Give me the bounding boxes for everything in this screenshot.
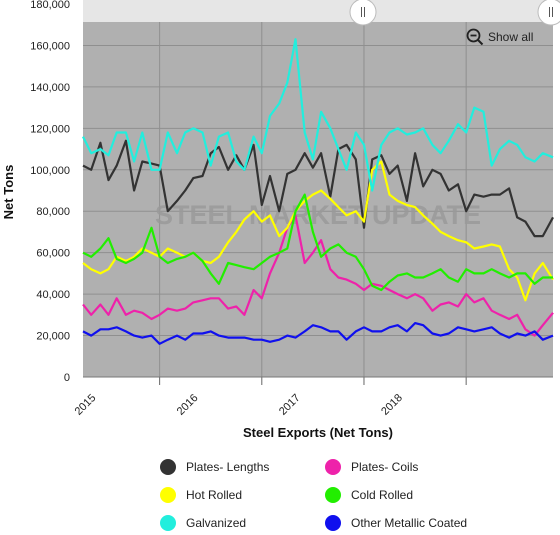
- show-all-label: Show all: [488, 30, 534, 44]
- series-line-3: [82, 193, 553, 292]
- y-tick-label: 160,000: [30, 40, 70, 52]
- watermark-text: STEEL MARKET UPDATE: [155, 200, 481, 230]
- legend-label: Plates- Lengths: [186, 460, 270, 474]
- watermark: STEEL MARKET UPDATE: [155, 200, 481, 230]
- x-axis-label: Steel Exports (Net Tons): [243, 425, 393, 440]
- legend-label: Cold Rolled: [351, 488, 414, 502]
- legend-item[interactable]: Cold Rolled: [325, 485, 413, 505]
- navigator-handle-left[interactable]: [349, 0, 377, 26]
- show-all-button[interactable]: Show all: [466, 28, 533, 46]
- series-line-5: [82, 322, 554, 345]
- plot-area: [83, 4, 553, 377]
- x-axis-ticks: 2015 2016 2017 2018: [73, 377, 467, 418]
- y-tick-label: 140,000: [30, 82, 70, 94]
- range-navigator[interactable]: [83, 0, 560, 26]
- y-tick-label: 0: [64, 372, 70, 384]
- series-line-4: [82, 38, 554, 192]
- legend-label: Other Metallic Coated: [351, 516, 468, 530]
- legend-label: Plates- Coils: [351, 460, 419, 474]
- y-tick-label: 20,000: [36, 331, 70, 343]
- legend-item[interactable]: Plates- Coils: [325, 457, 418, 477]
- zoom-out-icon: [466, 28, 484, 46]
- x-tick-label: 2018: [379, 392, 405, 418]
- legend-item[interactable]: Plates- Lengths: [160, 457, 269, 477]
- legend-label: Hot Rolled: [186, 488, 243, 502]
- y-axis-ticks: 0 20,000 40,000 60,000 80,000 100,000 120,000 1…: [30, 0, 70, 384]
- legend-marker: [160, 515, 176, 531]
- y-tick-label: 60,000: [36, 248, 70, 260]
- legend-item[interactable]: Other Metallic Coated: [325, 513, 467, 533]
- x-tick-label: 2017: [277, 392, 303, 418]
- series-lines: [82, 38, 554, 345]
- legend-marker: [325, 515, 341, 531]
- legend-marker: [160, 487, 176, 503]
- x-tick-label: 2015: [73, 392, 99, 418]
- legend-item[interactable]: Galvanized: [160, 513, 246, 533]
- legend-marker: [325, 487, 341, 503]
- y-tick-label: 180,000: [30, 0, 70, 11]
- x-tick-label: 2016: [175, 392, 201, 418]
- y-axis-label: Net Tons: [1, 165, 16, 220]
- legend: Plates- Lengths Plates- Coils Hot Rolled Co…: [160, 455, 560, 535]
- y-tick-label: 120,000: [30, 123, 70, 135]
- navigator-handle-right[interactable]: [537, 0, 560, 26]
- y-tick-label: 80,000: [36, 206, 70, 218]
- legend-marker: [325, 459, 341, 475]
- legend-item[interactable]: Hot Rolled: [160, 485, 242, 505]
- series-line-0: [82, 139, 554, 238]
- legend-label: Galvanized: [186, 516, 247, 530]
- navigator-handle-knob[interactable]: [349, 0, 377, 26]
- series-line-2: [82, 160, 554, 302]
- y-tick-label: 100,000: [30, 165, 70, 177]
- legend-marker: [160, 459, 176, 475]
- navigator-track[interactable]: [83, 0, 560, 22]
- y-tick-label: 40,000: [36, 289, 70, 301]
